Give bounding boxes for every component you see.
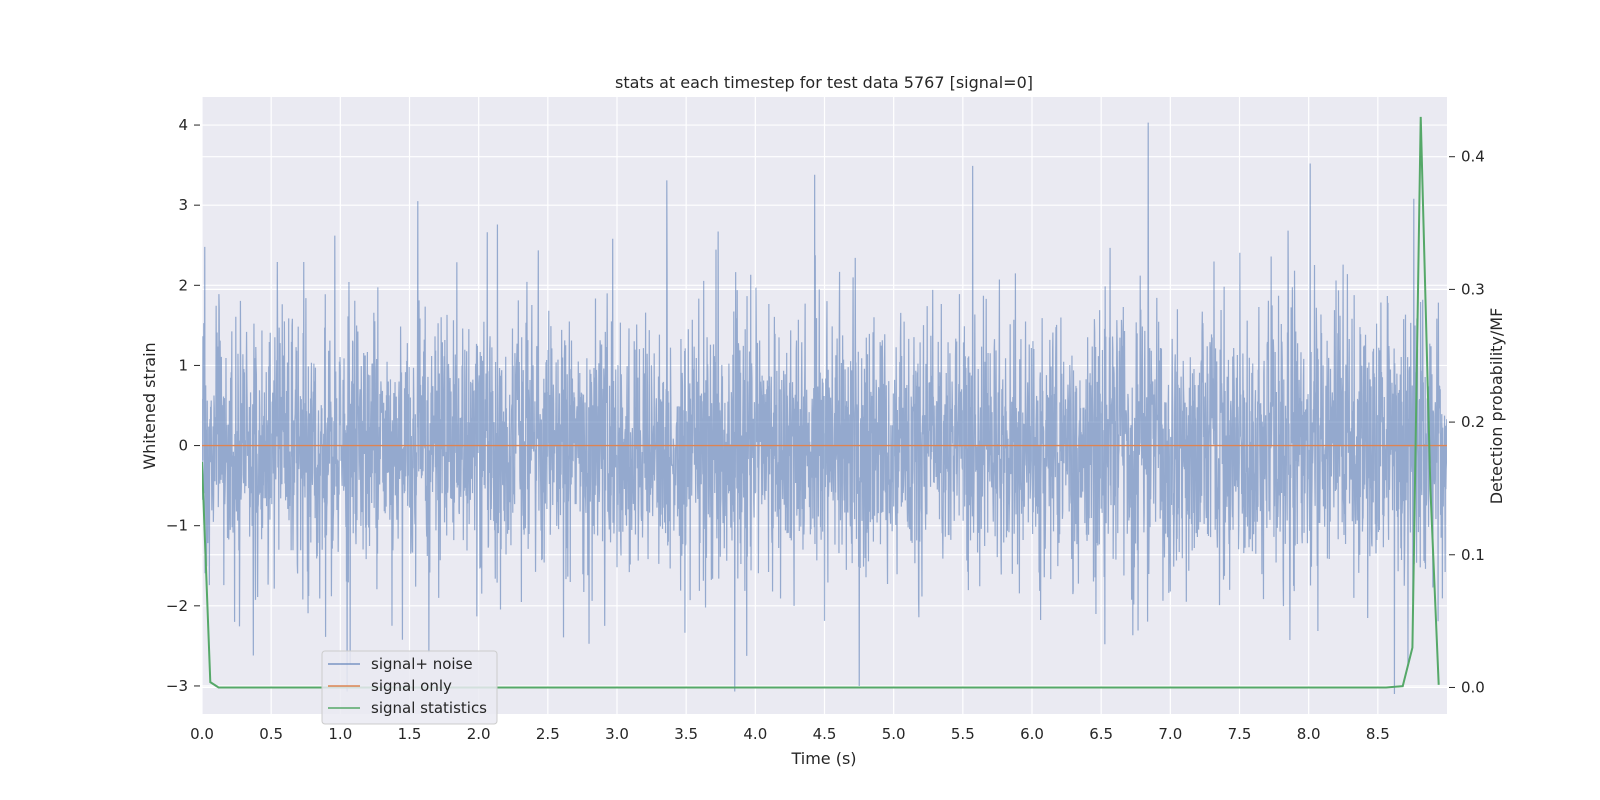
y2-axis-ticks: 0.4 0.3 0.2 0.1 0.0 — [1449, 148, 1485, 696]
x-axis-ticks: 0.0 0.5 1.0 1.5 2.0 2.5 3.0 3.5 4.0 4.5 5.0 5.5 6.0 6… — [190, 725, 1390, 743]
y-axis-label: Whitened strain — [140, 342, 159, 469]
x-tick-label: 4.0 — [743, 725, 767, 743]
y2-axis-label: Detection probability/MF — [1487, 308, 1506, 505]
x-tick-label: 1.5 — [398, 725, 422, 743]
x-tick-label: 4.5 — [813, 725, 837, 743]
series-line-signal-noise — [202, 122, 1447, 694]
x-tick-label: 5.5 — [951, 725, 975, 743]
x-tick-label: 8.0 — [1297, 725, 1321, 743]
legend-label-signal-noise: signal+ noise — [371, 655, 473, 673]
x-tick-label: 7.5 — [1228, 725, 1252, 743]
y2-tick-label: 0.2 — [1461, 413, 1485, 431]
y-tick-label: 0 — [178, 437, 188, 455]
y-tick-label: −2 — [166, 597, 188, 615]
y2-tick-label: 0.1 — [1461, 546, 1485, 564]
x-tick-label: 7.0 — [1158, 725, 1182, 743]
x-tick-label: 2.5 — [536, 725, 560, 743]
x-tick-label: 0.0 — [190, 725, 214, 743]
y-axis-ticks: 4 3 2 1 0 −1 −2 −3 — [166, 116, 200, 695]
x-tick-label: 3.0 — [605, 725, 629, 743]
x-tick-label: 6.5 — [1089, 725, 1113, 743]
legend-label-signal-statistics: signal statistics — [371, 699, 487, 717]
x-tick-label: 3.5 — [674, 725, 698, 743]
y-tick-label: 2 — [178, 276, 188, 294]
series-layer — [202, 116, 1447, 694]
x-tick-label: 8.5 — [1366, 725, 1390, 743]
y-tick-label: 3 — [178, 196, 188, 214]
y-tick-label: 4 — [178, 116, 188, 134]
x-tick-label: 0.5 — [259, 725, 283, 743]
x-tick-label: 2.0 — [467, 725, 491, 743]
chart-title: stats at each timestep for test data 576… — [615, 73, 1033, 92]
y-tick-label: −3 — [166, 677, 188, 695]
x-tick-label: 5.0 — [882, 725, 906, 743]
y-tick-label: −1 — [166, 517, 188, 535]
y2-tick-label: 0.4 — [1461, 148, 1485, 166]
x-tick-label: 6.0 — [1020, 725, 1044, 743]
series-line-signal-statistics — [202, 116, 1440, 689]
legend-box — [321, 650, 498, 725]
y-tick-label: 1 — [178, 356, 188, 374]
x-axis-label: Time (s) — [790, 749, 856, 768]
legend-label-signal-only: signal only — [371, 677, 452, 695]
y2-tick-label: 0.3 — [1461, 280, 1485, 298]
y2-tick-label: 0.0 — [1461, 678, 1485, 696]
legend: signal+ noise signal only signal statist… — [321, 650, 498, 725]
x-tick-label: 1.0 — [328, 725, 352, 743]
